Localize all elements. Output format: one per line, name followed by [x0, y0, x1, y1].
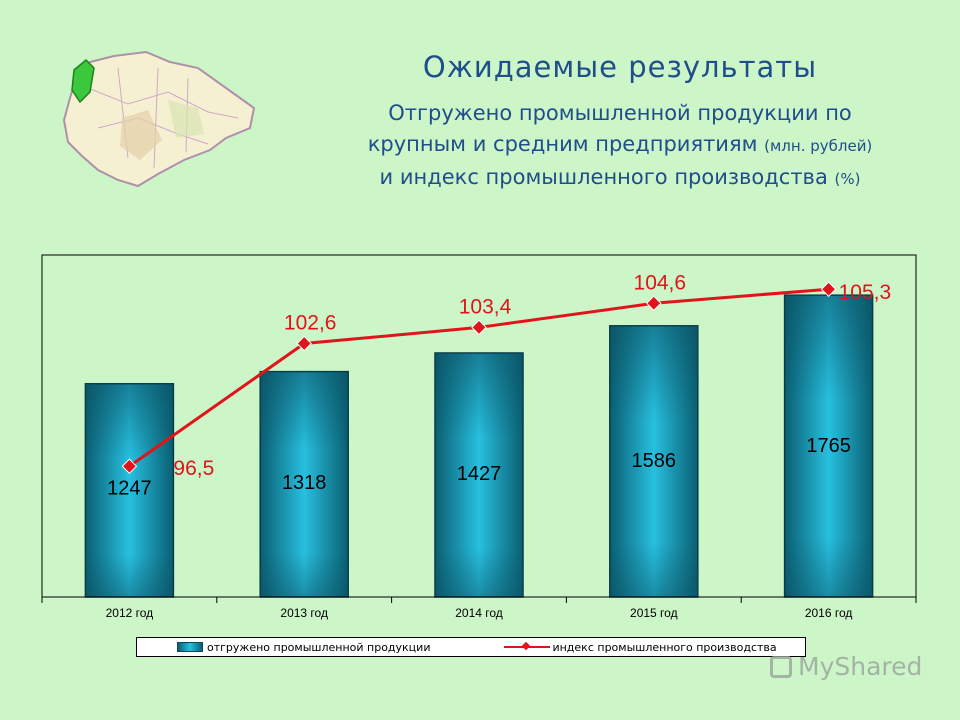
subtitle-line-2: крупным и средним предприятиям (млн. руб… — [290, 129, 950, 162]
bar-value-label-5: 1765 — [806, 435, 851, 457]
bar-value-label-3: 1427 — [457, 463, 502, 485]
bar-value-label-1: 1247 — [107, 478, 152, 500]
bar-shade-5 — [784, 295, 873, 597]
title-block: Ожидаемые результаты Отгружено промышлен… — [290, 50, 950, 195]
index-marker-1 — [121, 458, 138, 475]
subtitle-line-3-main: и индекс промышленного производства — [379, 165, 828, 189]
subtitle-line-1: Отгружено промышленной продукции по — [388, 101, 852, 125]
watermark-text: MyShared — [798, 652, 923, 681]
index-value-label-3: 103,4 — [459, 295, 512, 318]
x-tick-label-5: 2016 год — [805, 606, 853, 620]
watermark: MyShared — [770, 652, 922, 681]
index-marker-2 — [296, 335, 312, 352]
bar-value-label-2: 1318 — [282, 472, 327, 494]
x-tick-label-2: 2013 год — [280, 606, 328, 620]
index-marker-5 — [820, 281, 837, 297]
index-value-label-5: 105,3 — [839, 281, 892, 304]
x-tick-label-3: 2014 год — [455, 606, 503, 620]
subtitle-unit-rubles: (млн. рублей) — [764, 137, 873, 155]
legend-line-swatch — [504, 642, 551, 652]
legend-item-bars: отгружено промышленной продукции — [207, 640, 431, 654]
region-map-shape — [62, 50, 256, 188]
subtitle-line-3: и индекс промышленного производства (%) — [290, 162, 950, 195]
bar-shade-1 — [85, 383, 174, 597]
index-marker-3 — [471, 319, 487, 336]
legend-item-line: индекс промышленного производства — [552, 640, 777, 654]
bar-value-label-4: 1586 — [632, 450, 677, 472]
index-value-label-4: 104,6 — [634, 271, 687, 294]
x-tick-label-4: 2015 год — [630, 606, 678, 620]
bar-shade-2 — [260, 371, 349, 597]
index-marker-4 — [646, 295, 662, 312]
highlighted-district — [71, 58, 95, 104]
bar-shade-3 — [435, 352, 523, 597]
subtitle-unit-percent: (%) — [834, 170, 861, 188]
subtitle-line-2-main: крупным и средним предприятиям — [367, 132, 758, 156]
index-value-label-2: 102,6 — [284, 312, 337, 335]
x-tick-label-1: 2012 год — [106, 606, 154, 620]
bar-shade-4 — [609, 325, 698, 597]
region-map-logo — [62, 50, 256, 188]
page-title: Ожидаемые результаты — [422, 50, 818, 84]
chart-area: 1247 1318 1427 1586 1765 96,5 102,6 103,4 104,6… — [38, 245, 920, 665]
watermark-icon — [770, 655, 792, 678]
chart-legend: отгружено промышленной продукции индекс … — [136, 637, 806, 657]
legend-bar-swatch — [177, 642, 203, 652]
index-value-label-1: 96,5 — [173, 457, 214, 480]
combo-chart: 1247 1318 1427 1586 1765 96,5 102,6 103,4 104,6… — [41, 254, 917, 620]
